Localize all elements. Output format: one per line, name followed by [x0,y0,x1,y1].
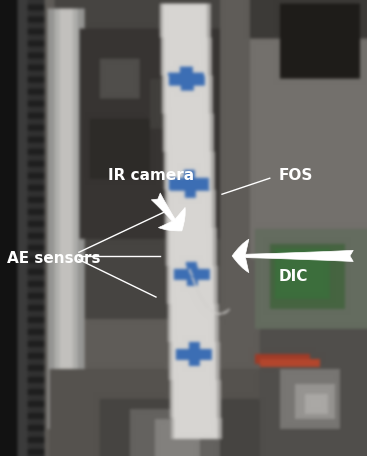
Text: AE sensors: AE sensors [7,251,101,266]
Text: IR camera: IR camera [108,169,195,183]
Text: DIC: DIC [279,269,308,284]
Text: FOS: FOS [279,169,313,183]
